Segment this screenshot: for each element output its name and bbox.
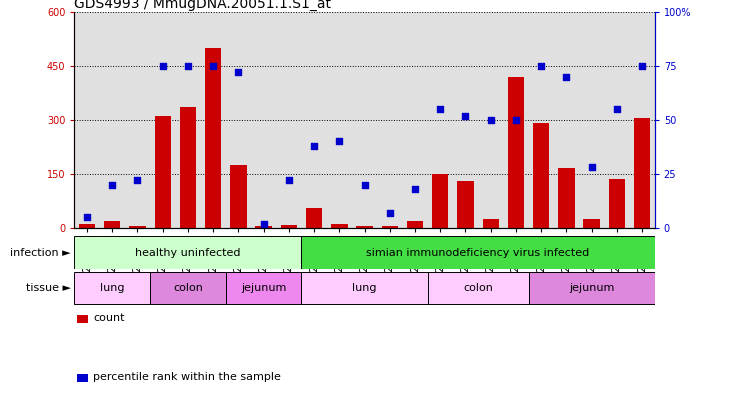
- Point: [636, 62, 648, 69]
- Bar: [306, 208, 322, 228]
- Bar: [609, 179, 625, 228]
- Text: jejunum: jejunum: [569, 283, 615, 293]
- Point: [460, 112, 472, 119]
- Point: [510, 117, 522, 123]
- Bar: [583, 219, 600, 228]
- Bar: [407, 221, 423, 228]
- Text: lung: lung: [100, 283, 124, 293]
- Text: colon: colon: [173, 283, 203, 293]
- Bar: [483, 219, 499, 228]
- Point: [182, 62, 194, 69]
- Bar: [533, 123, 549, 228]
- Text: simian immunodeficiency virus infected: simian immunodeficiency virus infected: [367, 248, 590, 257]
- Point: [333, 138, 345, 145]
- Point: [560, 73, 572, 80]
- Bar: [155, 116, 171, 228]
- Bar: [507, 77, 525, 228]
- Bar: [558, 169, 574, 228]
- Point: [257, 220, 269, 227]
- Bar: [150, 272, 225, 304]
- Bar: [634, 118, 650, 228]
- Bar: [301, 272, 428, 304]
- Bar: [528, 272, 655, 304]
- Point: [81, 214, 93, 220]
- Text: percentile rank within the sample: percentile rank within the sample: [93, 372, 281, 382]
- Text: tissue ►: tissue ►: [26, 283, 71, 293]
- Point: [106, 182, 118, 188]
- Text: colon: colon: [464, 283, 493, 293]
- Bar: [129, 226, 146, 228]
- Text: infection ►: infection ►: [10, 248, 71, 257]
- Text: lung: lung: [353, 283, 376, 293]
- Bar: [280, 225, 297, 228]
- Point: [434, 106, 446, 112]
- Text: healthy uninfected: healthy uninfected: [135, 248, 241, 257]
- Bar: [79, 224, 95, 228]
- Bar: [255, 226, 272, 228]
- Point: [232, 69, 244, 75]
- Bar: [458, 181, 474, 228]
- Point: [157, 62, 169, 69]
- Point: [208, 62, 219, 69]
- Bar: [432, 174, 449, 228]
- Bar: [74, 237, 301, 268]
- Point: [283, 177, 295, 184]
- Bar: [230, 165, 246, 228]
- Point: [359, 182, 371, 188]
- Bar: [331, 224, 347, 228]
- Bar: [104, 221, 121, 228]
- Bar: [225, 272, 301, 304]
- Bar: [428, 272, 528, 304]
- Bar: [382, 226, 398, 228]
- Bar: [205, 48, 222, 228]
- Point: [586, 164, 597, 171]
- Point: [611, 106, 623, 112]
- Text: jejunum: jejunum: [241, 283, 286, 293]
- Text: count: count: [93, 313, 124, 323]
- Point: [409, 186, 421, 192]
- Text: GDS4993 / MmugDNA.20051.1.S1_at: GDS4993 / MmugDNA.20051.1.S1_at: [74, 0, 331, 11]
- Bar: [301, 237, 655, 268]
- Bar: [180, 107, 196, 228]
- Point: [535, 62, 547, 69]
- Point: [384, 209, 396, 216]
- Point: [485, 117, 497, 123]
- Point: [132, 177, 144, 184]
- Bar: [356, 226, 373, 228]
- Point: [308, 143, 320, 149]
- Bar: [74, 272, 150, 304]
